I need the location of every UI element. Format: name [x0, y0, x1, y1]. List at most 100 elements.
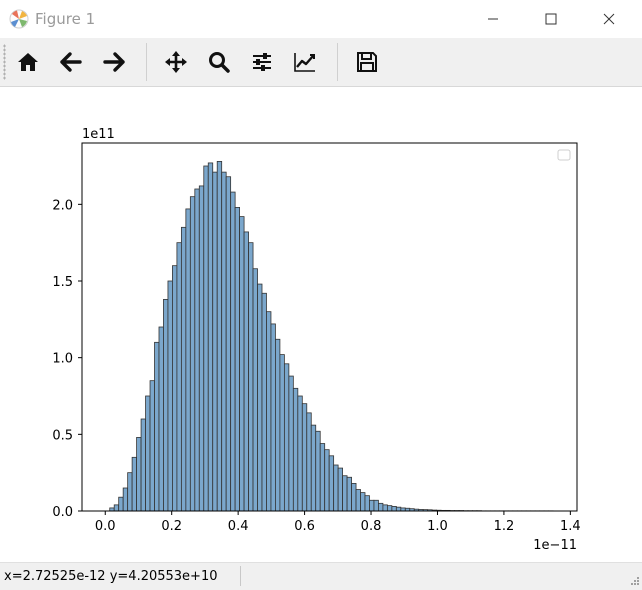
minimize-icon [486, 12, 500, 26]
x-tick-label: 0.0 [95, 519, 116, 534]
histogram-bar [258, 284, 262, 511]
histogram-bar [383, 505, 387, 511]
x-tick-label: 0.4 [228, 519, 249, 534]
line-chart-icon [293, 50, 317, 74]
histogram-bar [361, 493, 365, 511]
histogram-bar [343, 476, 347, 511]
histogram-bar [155, 342, 159, 511]
histogram-bar [150, 381, 154, 511]
histogram-bar [146, 396, 150, 511]
y-axis: 0.0 0.5 1.0 1.5 2.0 [52, 198, 82, 520]
magnifier-icon [207, 50, 231, 74]
x-tick-label: 1.0 [427, 519, 448, 534]
histogram-bar [316, 431, 320, 511]
histogram-bar [181, 227, 185, 511]
histogram-bar [132, 457, 136, 511]
histogram-bar [374, 500, 378, 511]
matplotlib-icon [9, 9, 29, 29]
maximize-icon [544, 12, 558, 26]
histogram-bar [128, 473, 132, 511]
histogram-bar [217, 161, 221, 511]
minimize-button[interactable] [470, 0, 516, 38]
histogram-bar [352, 483, 356, 511]
histogram-bar [208, 163, 212, 511]
floppy-icon [355, 50, 379, 74]
move-icon [164, 50, 188, 74]
arrow-left-icon [59, 50, 83, 74]
histogram-bar [204, 166, 208, 511]
histogram-bar [334, 465, 338, 511]
histogram-bar [235, 207, 239, 511]
close-button[interactable] [586, 0, 632, 38]
histogram-bar [262, 293, 266, 511]
histogram-bar [159, 327, 163, 511]
histogram-bar [396, 507, 400, 511]
back-button[interactable] [55, 46, 87, 78]
x-tick-label: 0.6 [294, 519, 315, 534]
zoom-button[interactable] [203, 46, 235, 78]
histogram-bar [186, 209, 190, 511]
y-tick-label: 0.5 [52, 428, 73, 443]
histogram-bar [123, 488, 127, 511]
histogram-bar [302, 404, 306, 511]
histogram-bar [392, 506, 396, 511]
histogram-bar [387, 506, 391, 511]
arrow-right-icon [102, 50, 126, 74]
histogram-bar [226, 177, 230, 511]
histogram-bar [325, 450, 329, 511]
forward-button[interactable] [98, 46, 130, 78]
histogram-bar [320, 444, 324, 511]
histogram-bar [114, 505, 118, 511]
histogram-bar [289, 376, 293, 511]
histogram-bar [356, 490, 360, 511]
x-scale-label: 1e−11 [533, 538, 577, 553]
histogram-bar [307, 413, 311, 511]
histogram-bar [266, 312, 270, 511]
navigation-toolbar [0, 38, 642, 87]
home-icon [16, 50, 40, 74]
histogram-bar [190, 197, 194, 511]
sliders-icon [250, 50, 274, 74]
histogram-bar [284, 364, 288, 511]
x-tick-label: 1.2 [494, 519, 515, 534]
histogram-bar [253, 269, 257, 511]
y-tick-label: 1.0 [52, 352, 73, 367]
home-button[interactable] [12, 46, 44, 78]
histogram-bar [365, 496, 369, 511]
histogram-bar [275, 339, 279, 511]
y-tick-label: 0.0 [52, 505, 73, 520]
histogram-bar [369, 500, 373, 511]
x-tick-label: 0.2 [161, 519, 182, 534]
histogram-bar [249, 243, 253, 511]
status-bar: x=2.72525e-12 y=4.20553e+10 [0, 562, 642, 590]
y-tick-label: 2.0 [52, 198, 73, 213]
histogram-bar [141, 419, 145, 511]
subplots-button[interactable] [246, 46, 278, 78]
histogram-bar [119, 497, 123, 511]
histogram-bar [199, 186, 203, 511]
histogram-bar [195, 189, 199, 511]
y-tick-label: 1.5 [52, 275, 73, 290]
y-scale-label: 1e11 [82, 127, 115, 142]
pan-button[interactable] [160, 46, 192, 78]
save-button[interactable] [351, 46, 383, 78]
histogram-bar [172, 266, 176, 511]
histogram-bar [293, 388, 297, 511]
title-bar: Figure 1 [0, 0, 642, 38]
histogram-bar [311, 425, 315, 511]
toolbar-grip[interactable] [3, 44, 6, 80]
legend-box [558, 150, 570, 160]
histogram-bar [378, 503, 382, 511]
customize-button[interactable] [289, 46, 321, 78]
histogram-bar [177, 243, 181, 511]
resize-grip-icon[interactable] [628, 576, 640, 588]
histogram-bar [338, 468, 342, 511]
histogram-bars [110, 161, 553, 511]
maximize-button[interactable] [528, 0, 574, 38]
histogram-bar [231, 192, 235, 511]
histogram-bar [271, 324, 275, 511]
histogram-bar [137, 437, 141, 511]
